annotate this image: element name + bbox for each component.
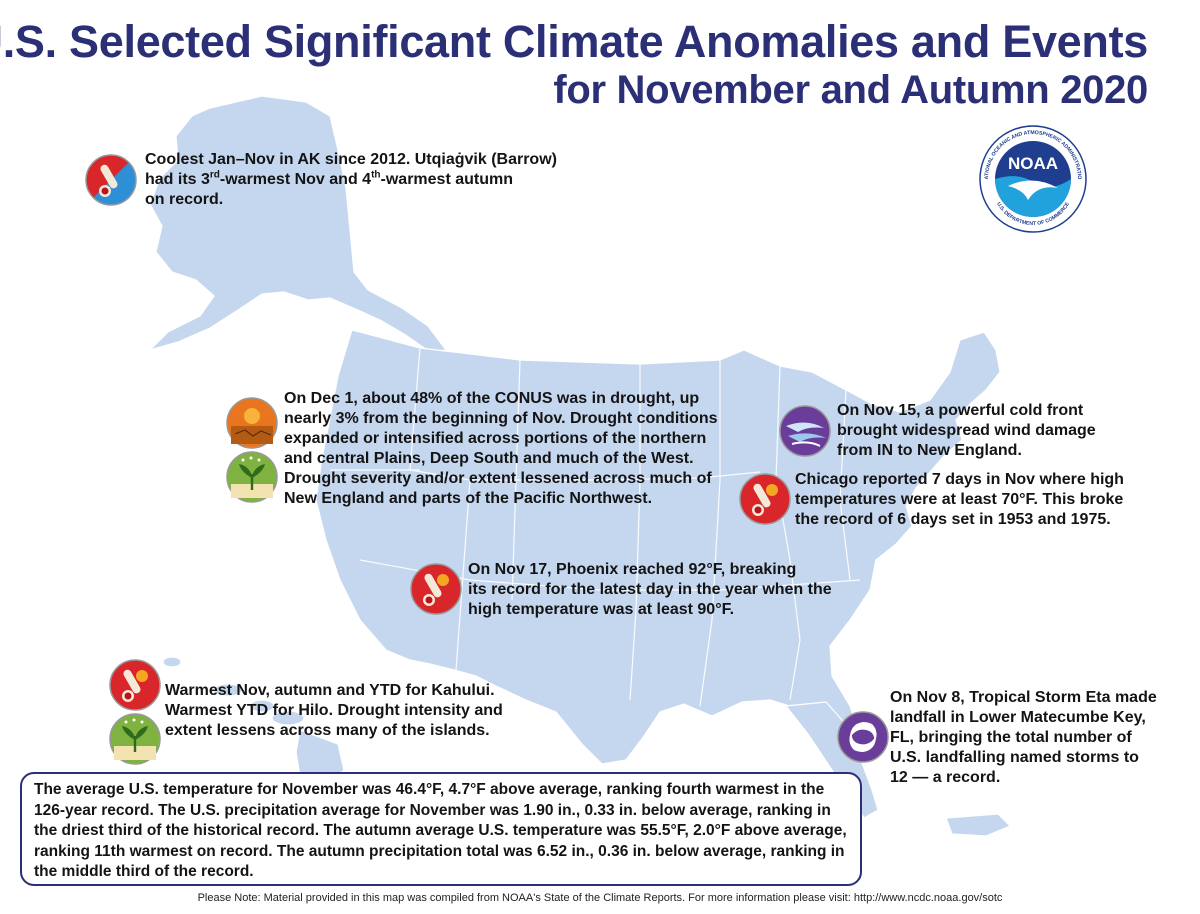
national-summary-box: The average U.S. temperature for Novembe… — [20, 772, 862, 886]
drought-note: On Dec 1, about 48% of the CONUS was in … — [284, 390, 718, 507]
drought-relief-plant-icon — [108, 712, 162, 766]
thermometer-hot-icon — [108, 658, 162, 712]
summary-line: the driest third of the historical recor… — [34, 822, 847, 839]
summary-line: The average U.S. temperature for Novembe… — [34, 781, 825, 798]
puerto-rico-shape — [945, 813, 1011, 837]
chicago-note: Chicago reported 7 days in Nov where hig… — [795, 471, 1124, 528]
wind-icon — [778, 404, 832, 458]
map-title: U.S. Selected Significant Climate Anomal… — [0, 16, 1148, 67]
noaa-logo: NOAA NATIONAL OCEANIC AND ATMOSPHERIC AD… — [976, 120, 1088, 234]
thermometer-hot-icon — [738, 472, 792, 526]
alaska-shape — [149, 95, 447, 353]
map-subtitle: for November and Autumn 2020 — [553, 68, 1148, 112]
alaska-note: Coolest Jan–Nov in AK since 2012. Utqiaġ… — [145, 151, 557, 208]
hawaii-note: Warmest Nov, autumn and YTD for Kahului.… — [165, 682, 503, 739]
drought-sun-icon — [225, 396, 279, 450]
summary-line: 126-year record. The U.S. precipitation … — [34, 801, 831, 819]
summary-line: ranking 11th warmest on record. The autu… — [34, 842, 845, 860]
drought-relief-plant-icon — [225, 450, 279, 504]
source-footnote: Please Note: Material provided in this m… — [197, 892, 1003, 904]
phoenix-note: On Nov 17, Phoenix reached 92°F, breakin… — [468, 561, 832, 618]
tropical-storm-icon — [836, 710, 890, 764]
noaa-logo-label: NOAA — [1008, 154, 1058, 173]
wind-note: On Nov 15, a powerful cold front brought… — [837, 402, 1096, 459]
thermometer-hot-icon — [409, 562, 463, 616]
eta-note: On Nov 8, Tropical Storm Eta made landfa… — [890, 689, 1157, 786]
summary-line: the middle third of the record. — [34, 863, 254, 880]
thermometer-hot-cold-icon — [84, 153, 138, 207]
